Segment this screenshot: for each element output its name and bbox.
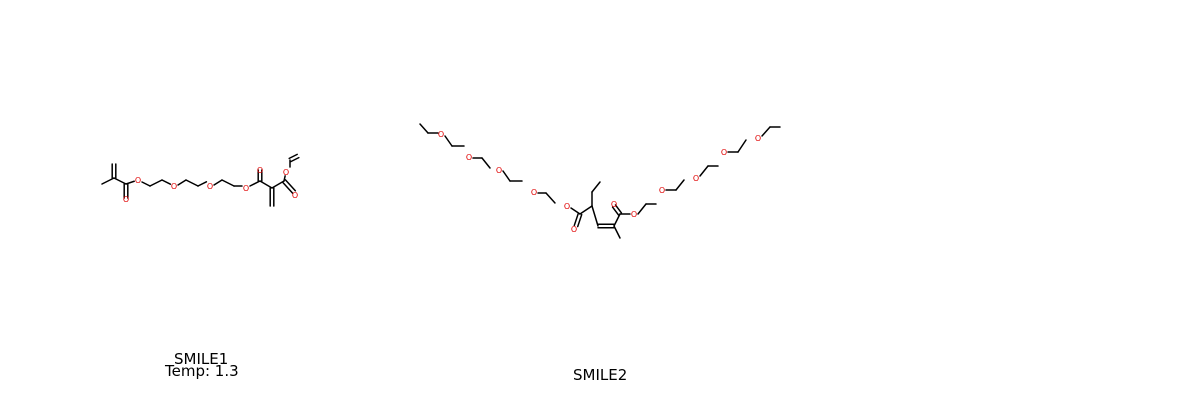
bond-line	[444, 135, 453, 147]
panel-1-temp: Temp: 1.3	[165, 362, 239, 380]
bond-line	[545, 192, 556, 204]
oxygen-atom-label: O	[438, 130, 444, 139]
panel-2-title: SMILE2	[573, 366, 628, 384]
bond-line	[579, 205, 593, 215]
bond-line	[419, 123, 429, 134]
double-bond-line	[284, 179, 297, 192]
bond-line	[481, 157, 491, 169]
oxygen-atom-label: O	[721, 148, 727, 157]
bond-line	[101, 177, 115, 185]
oxygen-atom-label: O	[571, 225, 577, 234]
oxygen-atom-label: O	[283, 168, 289, 177]
double-bond-line	[611, 206, 620, 216]
bond-line	[177, 179, 187, 186]
oxygen-atom-label: O	[611, 200, 617, 209]
bond-line	[249, 180, 261, 187]
molecule-panel-2: O O O O O O O O O O O O SMILE2	[400, 0, 800, 400]
bond-line	[675, 179, 685, 191]
oxygen-atom-label: O	[531, 188, 537, 197]
oxygen-atom-label: O	[755, 134, 761, 143]
oxygen-atom-label: O	[693, 174, 699, 183]
oxygen-atom-label: O	[631, 210, 637, 219]
oxygen-atom-label: O	[292, 191, 298, 200]
oxygen-atom-label: O	[564, 202, 570, 211]
double-bond-line	[288, 153, 298, 160]
bond-line	[637, 203, 647, 215]
double-bond-line	[576, 213, 583, 228]
bond-line	[259, 180, 273, 189]
bond-line	[213, 179, 223, 186]
double-bond-line	[573, 212, 580, 227]
oxygen-atom-label: O	[659, 186, 665, 195]
panel-1-title: SMILE1	[174, 350, 229, 368]
oxygen-atom-label: O	[171, 182, 177, 191]
double-bond-line	[281, 181, 294, 194]
bond-line	[761, 126, 771, 137]
bond-line	[591, 181, 601, 193]
double-bond-line	[614, 204, 623, 214]
bond-line	[185, 179, 199, 187]
bond-line	[141, 181, 151, 187]
oxygen-atom-label: O	[123, 195, 129, 204]
oxygen-atom-label: O	[207, 182, 213, 191]
bond-line	[161, 179, 172, 185]
oxygen-atom-label: O	[257, 166, 263, 175]
molecule-structure-2: O O O O O O O O O O O O	[419, 123, 781, 239]
oxygen-atom-label: O	[496, 166, 502, 175]
bond-line	[737, 139, 747, 153]
bond-line	[149, 179, 163, 187]
double-bond-line	[290, 156, 300, 163]
oxygen-atom-label: O	[135, 176, 141, 185]
bond-line	[125, 180, 135, 185]
bond-line	[502, 170, 511, 182]
bond-line	[283, 175, 286, 182]
bond-line	[113, 177, 127, 185]
oxygen-atom-label: O	[243, 184, 249, 193]
bond-line	[197, 181, 208, 187]
oxygen-atom-label: O	[466, 153, 472, 162]
bond-line	[699, 165, 709, 177]
bond-line	[613, 225, 621, 239]
molecule-panel-3	[800, 0, 1200, 400]
bond-line	[613, 213, 621, 227]
bond-line	[591, 205, 599, 227]
bond-line	[221, 179, 235, 187]
